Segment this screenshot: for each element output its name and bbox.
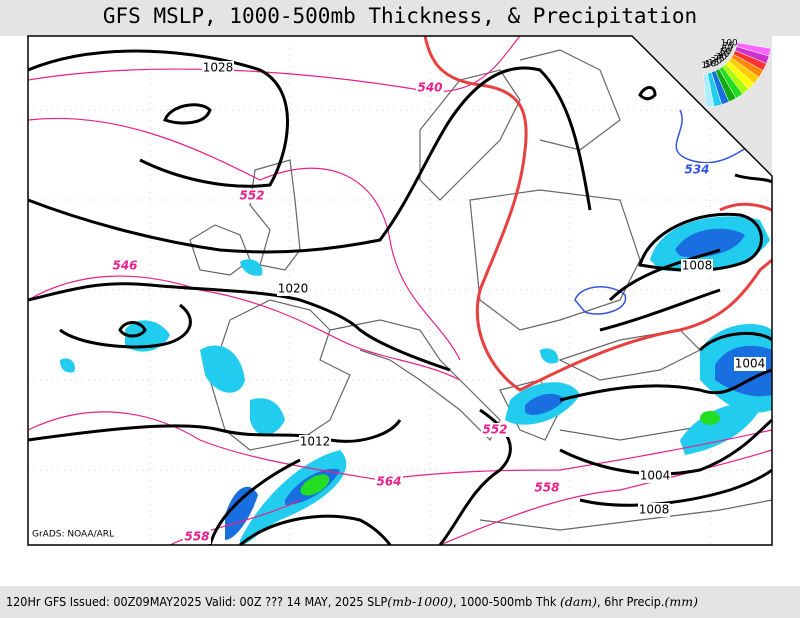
footer-text: SLP bbox=[367, 594, 388, 609]
thickness-label: 534 bbox=[684, 163, 709, 177]
thickness-label: 558 bbox=[184, 530, 209, 544]
isobar-label: 1008 bbox=[682, 259, 713, 273]
label-bg bbox=[416, 81, 444, 95]
colorbar-label: 20 bbox=[711, 57, 723, 67]
isobar-label: 1004 bbox=[735, 357, 766, 371]
map-frame bbox=[27, 35, 773, 546]
label-bg bbox=[277, 282, 309, 296]
colorbar-swatch bbox=[703, 73, 715, 108]
thickness-540-contour bbox=[719, 202, 773, 212]
thickness-label: 540 bbox=[417, 81, 442, 95]
label-bg bbox=[111, 259, 139, 273]
label-bg bbox=[202, 61, 234, 75]
thickness-540-contour bbox=[423, 35, 773, 392]
colorbar-label: 10 bbox=[705, 60, 717, 70]
footer-text: 120Hr GFS Issued: 00Z09MAY2025 Valid: 00… bbox=[6, 594, 364, 609]
title: GFS MSLP, 1000-500mb Thickness, & Precip… bbox=[103, 4, 697, 28]
thickness-label: 546 bbox=[112, 259, 137, 273]
label-bg bbox=[683, 163, 711, 177]
precipitation bbox=[60, 216, 772, 545]
isobar-label: 1020 bbox=[278, 282, 309, 296]
colorbar-label: 5 bbox=[705, 61, 711, 71]
label-bg bbox=[183, 530, 211, 544]
graticule bbox=[28, 36, 772, 545]
thickness-534-contour bbox=[574, 109, 761, 315]
credit: GrADS: NOAA/ARL bbox=[32, 530, 114, 540]
label-bg bbox=[638, 503, 670, 517]
coastlines bbox=[189, 49, 773, 531]
label-bg bbox=[238, 189, 266, 203]
colorbar-label: 100 bbox=[721, 38, 738, 48]
colorbar-label: 60 bbox=[721, 44, 733, 54]
colorbar-label: 75 bbox=[723, 41, 734, 51]
label-bg bbox=[639, 469, 671, 483]
isobar-label: 1012 bbox=[300, 435, 331, 449]
footer-text: , 6hr Precip. bbox=[597, 594, 665, 609]
footer-unit: (dam) bbox=[559, 594, 598, 609]
footer-text: , 1000-500mb Thk bbox=[452, 594, 557, 609]
footer: 120Hr GFS Issued: 00Z09MAY2025 Valid: 00… bbox=[0, 586, 800, 618]
colorbar-label: 25 bbox=[713, 55, 724, 65]
label-bg bbox=[481, 423, 509, 437]
footer-unit: (mb-1000) bbox=[387, 594, 453, 609]
title-bar bbox=[0, 0, 800, 36]
colorbar-label: 1 bbox=[701, 61, 707, 71]
isobar-label: 1008 bbox=[639, 503, 670, 517]
thickness-label: 552 bbox=[239, 189, 264, 203]
colorbar-label: 40 bbox=[718, 50, 730, 60]
thickness-label: 564 bbox=[376, 475, 401, 489]
map-figure: GFS MSLP, 1000-500mb Thickness, & Precip… bbox=[0, 0, 800, 547]
thickness-label: 558 bbox=[534, 481, 559, 495]
colorbar-label: 30 bbox=[716, 52, 728, 62]
label-bg bbox=[533, 481, 561, 495]
label-bg bbox=[734, 357, 766, 371]
thickness-label: 552 bbox=[482, 423, 507, 437]
thickness-contours bbox=[27, 35, 773, 546]
isobar-label: 1004 bbox=[640, 469, 671, 483]
label-bg bbox=[681, 259, 713, 273]
colorbar-label: 15 bbox=[708, 58, 719, 68]
label-bg bbox=[375, 475, 403, 489]
footer-unit: (mm) bbox=[664, 594, 698, 609]
isobars bbox=[27, 49, 773, 547]
label-bg bbox=[299, 435, 331, 449]
colorbar-label: 50 bbox=[720, 47, 732, 57]
isobar-label: 1028 bbox=[203, 61, 234, 75]
